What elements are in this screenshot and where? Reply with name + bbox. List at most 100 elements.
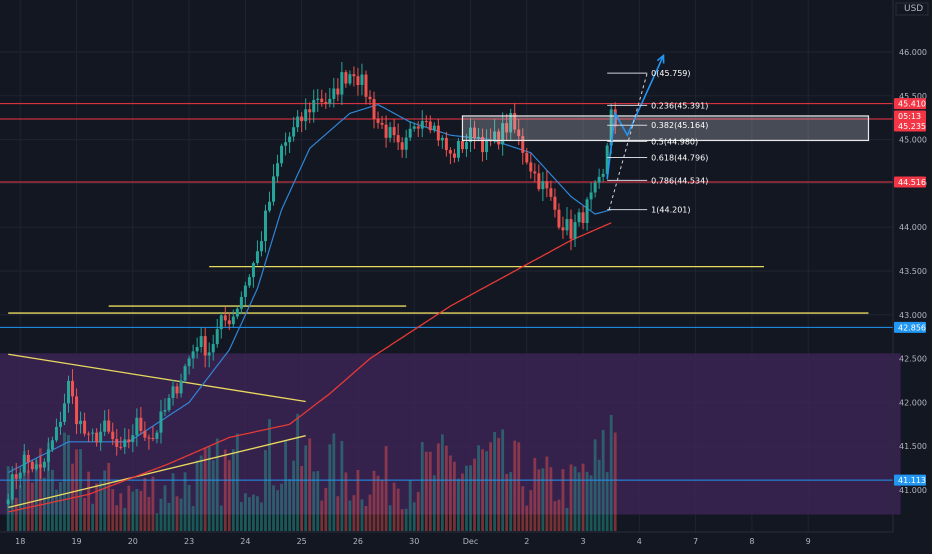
volume-bar bbox=[55, 489, 58, 531]
candle-body bbox=[46, 449, 50, 462]
candle-body bbox=[227, 320, 231, 325]
candle-body bbox=[83, 420, 87, 434]
volume-bar bbox=[469, 465, 472, 531]
candle-body bbox=[107, 420, 111, 432]
volume-bar bbox=[151, 476, 155, 531]
volume-bar bbox=[380, 479, 384, 531]
candle-body bbox=[460, 140, 464, 150]
volume-bar bbox=[243, 493, 247, 531]
candle-body bbox=[87, 433, 91, 435]
candle-body bbox=[497, 131, 501, 145]
volume-bar bbox=[107, 462, 111, 531]
candle-body bbox=[328, 98, 332, 104]
volume-bar bbox=[211, 460, 215, 531]
candle-body bbox=[191, 351, 195, 359]
volume-bar bbox=[461, 473, 464, 531]
candle-body bbox=[139, 417, 143, 431]
price-tick-label: 43.500 bbox=[899, 267, 927, 276]
candle-body bbox=[34, 464, 38, 470]
candle-body bbox=[292, 127, 296, 137]
price-tag bbox=[894, 176, 926, 188]
candle-body bbox=[131, 435, 135, 443]
time-tick-label: 24 bbox=[240, 537, 250, 546]
volume-bar bbox=[517, 442, 521, 531]
volume-bar bbox=[364, 505, 368, 531]
candle-body bbox=[147, 437, 151, 439]
candle-body bbox=[75, 396, 79, 425]
candle-body bbox=[14, 474, 18, 479]
volume-bar bbox=[239, 502, 243, 531]
volume-bar bbox=[609, 414, 613, 531]
volume-bar bbox=[565, 507, 569, 531]
volume-bar bbox=[420, 442, 424, 531]
volume-bar bbox=[131, 491, 135, 531]
projection-arrow bbox=[606, 55, 665, 180]
volume-bar bbox=[272, 485, 275, 531]
volume-bar bbox=[557, 499, 561, 531]
candle-body bbox=[38, 464, 42, 468]
candle-body bbox=[10, 474, 14, 500]
candle-body bbox=[243, 285, 247, 297]
candle-body bbox=[179, 380, 183, 394]
volume-bar bbox=[569, 464, 573, 531]
volume-bar bbox=[167, 502, 171, 531]
volume-bar bbox=[75, 449, 78, 531]
candle-body bbox=[448, 150, 452, 154]
volume-bar bbox=[392, 482, 396, 531]
candle-body bbox=[477, 136, 481, 139]
candle-body bbox=[135, 417, 139, 436]
volume-bar bbox=[256, 496, 259, 531]
volume-bar bbox=[195, 460, 199, 531]
fib-level-label: 0.236(45.391) bbox=[651, 101, 708, 110]
candle-body bbox=[456, 140, 460, 158]
volume-bar bbox=[91, 503, 95, 531]
candle-body bbox=[336, 88, 340, 95]
currency-box bbox=[895, 2, 929, 16]
candle-body bbox=[215, 329, 219, 345]
volume-bar bbox=[388, 505, 392, 531]
volume-bar bbox=[332, 433, 336, 531]
candle-body bbox=[529, 162, 533, 172]
volume-bar bbox=[67, 435, 70, 531]
candle-body bbox=[549, 188, 553, 197]
price-tag bbox=[894, 321, 926, 333]
volume-bar bbox=[396, 488, 400, 531]
candle-body bbox=[605, 145, 609, 174]
candle-body bbox=[127, 439, 131, 443]
candle-body bbox=[380, 122, 384, 125]
candle-body bbox=[340, 72, 344, 95]
volume-bar bbox=[537, 469, 541, 531]
candle-body bbox=[219, 315, 223, 330]
volume-bar bbox=[589, 475, 593, 531]
candle-body bbox=[316, 98, 320, 100]
candle-body bbox=[183, 366, 187, 381]
candle-body bbox=[344, 72, 348, 84]
candle-body bbox=[440, 137, 444, 141]
volume-bar bbox=[457, 478, 460, 531]
candle-body bbox=[231, 316, 235, 325]
candle-body bbox=[167, 397, 171, 411]
time-tick-label: 30 bbox=[409, 537, 419, 546]
volume-bar bbox=[34, 460, 38, 531]
candle-body bbox=[95, 432, 99, 443]
price-tick-label: 41.500 bbox=[899, 442, 927, 451]
volume-bar bbox=[593, 439, 597, 531]
volume-bar bbox=[336, 496, 340, 531]
candle-body bbox=[26, 454, 30, 462]
candle-body bbox=[155, 432, 159, 439]
candle-body bbox=[103, 420, 107, 432]
price-tick-label: 43.000 bbox=[899, 311, 927, 320]
volume-bar bbox=[497, 437, 501, 531]
candle-body bbox=[300, 116, 304, 122]
candle-body bbox=[207, 352, 211, 356]
candle-body bbox=[597, 176, 601, 183]
volume-bar bbox=[509, 472, 513, 531]
candle-body bbox=[159, 411, 163, 433]
candle-body bbox=[537, 173, 541, 190]
time-tick-label: 18 bbox=[15, 537, 25, 546]
candle-body bbox=[573, 222, 577, 239]
candle-body bbox=[473, 127, 477, 139]
